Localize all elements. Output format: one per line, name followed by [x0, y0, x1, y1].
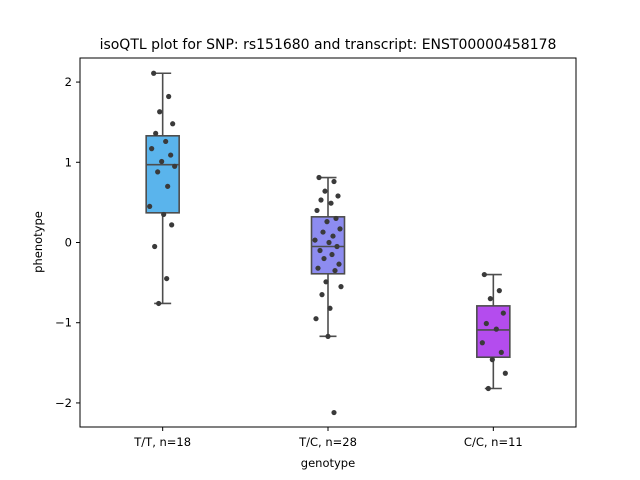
data-point [325, 333, 331, 339]
data-point [147, 203, 153, 210]
data-point [500, 310, 506, 316]
axes: −2 −1 0 1 2 T/T, n=18 T/C, n=28 C/C, n=11 [55, 75, 523, 449]
chart-title: isoQTL plot for SNP: rs151680 and transc… [100, 37, 557, 53]
box-group-1 [310, 174, 346, 416]
data-point [324, 219, 330, 225]
data-point [502, 370, 508, 376]
x-tick-label: T/C, n=28 [298, 435, 357, 449]
data-point [156, 300, 162, 307]
data-point [481, 271, 487, 278]
data-point [157, 109, 163, 115]
data-point [164, 275, 170, 282]
data-point [163, 138, 169, 145]
data-point [153, 130, 159, 137]
data-point [318, 197, 324, 203]
data-point [170, 121, 176, 127]
data-point [332, 267, 338, 274]
data-point [151, 70, 157, 76]
data-point [327, 305, 333, 311]
data-point [161, 211, 167, 218]
data-point [487, 296, 493, 302]
box-group-2 [476, 271, 511, 392]
data-point [316, 174, 322, 181]
x-tick-label: C/C, n=11 [464, 435, 523, 449]
data-point [312, 237, 318, 243]
data-point [485, 385, 491, 392]
data-point [166, 93, 172, 100]
y-tick-label: 0 [65, 236, 72, 250]
data-point [314, 207, 320, 214]
data-point [337, 226, 343, 232]
data-point [149, 146, 155, 152]
data-point [322, 188, 328, 194]
x-axis-label: genotype [301, 456, 355, 470]
data-point [315, 265, 321, 271]
y-tick-label: −1 [55, 316, 72, 330]
data-point [489, 357, 495, 363]
y-axis-label: phenotype [31, 211, 45, 273]
data-point [335, 193, 341, 199]
plot-area [145, 70, 511, 416]
data-point [321, 255, 327, 262]
data-point [155, 169, 161, 175]
data-point [331, 178, 337, 185]
data-point [326, 239, 332, 246]
x-tick-label: T/T, n=18 [133, 435, 191, 449]
data-point [483, 320, 489, 327]
data-point [328, 200, 334, 206]
data-point [323, 279, 329, 285]
data-point [172, 163, 178, 169]
data-point [329, 251, 335, 258]
y-tick-label: −2 [55, 396, 72, 410]
data-point [319, 292, 325, 298]
data-point [336, 261, 342, 267]
data-point [333, 215, 339, 222]
data-point [479, 340, 485, 346]
data-point [496, 288, 502, 294]
data-point [313, 316, 319, 322]
data-point [320, 229, 326, 235]
data-point [169, 222, 175, 228]
data-point [165, 183, 171, 189]
y-tick-label: 2 [65, 75, 72, 89]
data-point [168, 152, 174, 158]
data-point [498, 349, 504, 355]
y-tick-label: 1 [65, 155, 72, 169]
data-point [159, 158, 165, 165]
data-point [331, 409, 337, 416]
data-point [334, 243, 340, 250]
data-point [330, 233, 336, 239]
data-point [152, 243, 158, 250]
data-point [317, 247, 323, 254]
data-point [493, 326, 499, 332]
box-group-0 [145, 70, 180, 307]
data-point [338, 284, 344, 290]
